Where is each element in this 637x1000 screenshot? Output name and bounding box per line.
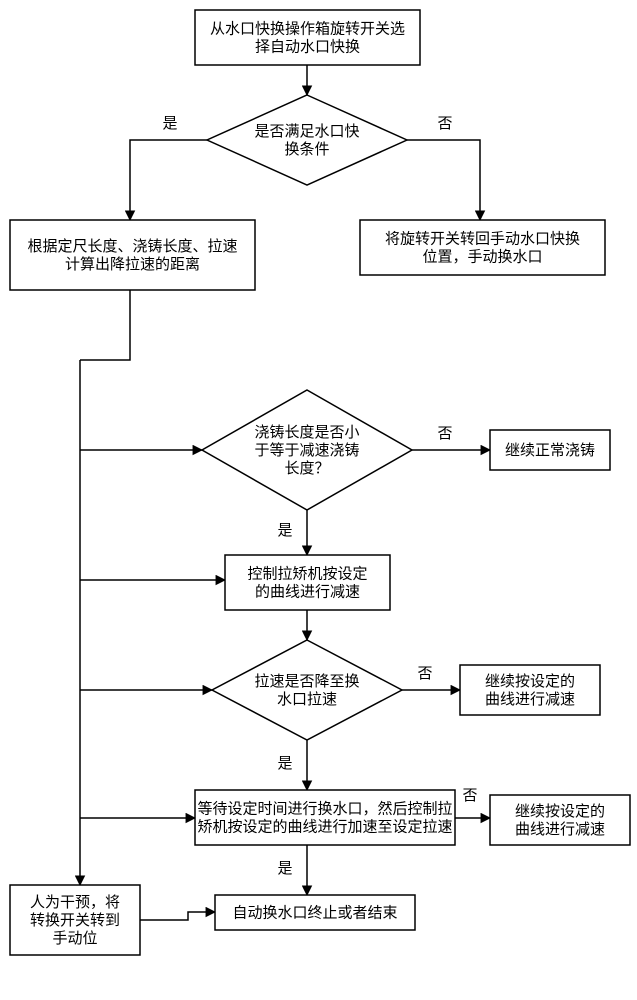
svg-text:从水口快换操作箱旋转开关选: 从水口快换操作箱旋转开关选	[210, 21, 405, 38]
svg-text:是否满足水口快: 是否满足水口快	[254, 123, 359, 140]
flow-edge-16	[140, 912, 215, 920]
svg-text:根据定尺长度、浇铸长度、拉速: 根据定尺长度、浇铸长度、拉速	[27, 238, 237, 255]
flow-edge-label-2: 否	[437, 116, 452, 132]
svg-text:水口拉速: 水口拉速	[277, 691, 337, 708]
svg-text:继续按设定的: 继续按设定的	[515, 803, 605, 820]
svg-text:转换开关转到: 转换开关转到	[30, 912, 120, 929]
svg-text:继续正常浇铸: 继续正常浇铸	[505, 442, 595, 459]
svg-text:自动换水口终止或者结束: 自动换水口终止或者结束	[232, 905, 397, 922]
svg-text:的曲线进行减速: 的曲线进行减速	[255, 584, 360, 601]
flow-edge-1	[130, 140, 207, 220]
flow-edge-label-6: 否	[437, 426, 452, 442]
flow-node-n1	[195, 10, 420, 65]
flow-edge-3	[80, 290, 130, 360]
svg-text:矫机按设定的曲线进行加速至设定拉速: 矫机按设定的曲线进行加速至设定拉速	[197, 819, 452, 836]
svg-text:择自动水口快换: 择自动水口快换	[255, 39, 360, 56]
flow-edge-label-1: 是	[162, 116, 177, 132]
flow-edge-label-7: 是	[277, 523, 292, 539]
flow-edge-label-12: 是	[277, 756, 292, 772]
svg-text:换条件: 换条件	[284, 141, 329, 158]
svg-text:于等于减速浇铸: 于等于减速浇铸	[254, 441, 359, 459]
svg-text:曲线进行减速: 曲线进行减速	[485, 691, 575, 708]
svg-text:继续按设定的: 继续按设定的	[485, 673, 575, 690]
svg-text:曲线进行减速: 曲线进行减速	[515, 821, 605, 838]
svg-text:计算出降拉速的距离: 计算出降拉速的距离	[65, 255, 200, 273]
flow-edge-2	[407, 140, 480, 220]
flow-node-n7	[195, 790, 455, 845]
flow-edge-label-15: 是	[277, 861, 292, 877]
flow-edge-label-11: 否	[417, 666, 432, 682]
svg-text:位置，手动换水口: 位置，手动换水口	[422, 249, 542, 266]
svg-text:手动位: 手动位	[52, 930, 97, 947]
svg-text:长度？: 长度？	[284, 460, 329, 477]
svg-text:控制拉矫机按设定: 控制拉矫机按设定	[247, 566, 367, 583]
svg-text:拉速是否降至换: 拉速是否降至换	[254, 673, 359, 690]
flow-edge-label-14: 否	[462, 788, 477, 804]
flow-node-n2	[10, 220, 255, 290]
flow-decision-d3	[212, 640, 402, 740]
svg-text:浇铸长度是否小: 浇铸长度是否小	[254, 424, 359, 441]
flow-node-n3	[360, 220, 605, 275]
svg-text:人为干预，将: 人为干预，将	[30, 894, 120, 911]
flow-node-n5	[225, 555, 390, 610]
svg-text:等待设定时间进行换水口，然后控制拉: 等待设定时间进行换水口，然后控制拉	[197, 800, 452, 818]
svg-text:将旋转开关转回手动水口快换: 将旋转开关转回手动水口快换	[385, 231, 580, 248]
flow-decision-d1	[207, 95, 407, 185]
